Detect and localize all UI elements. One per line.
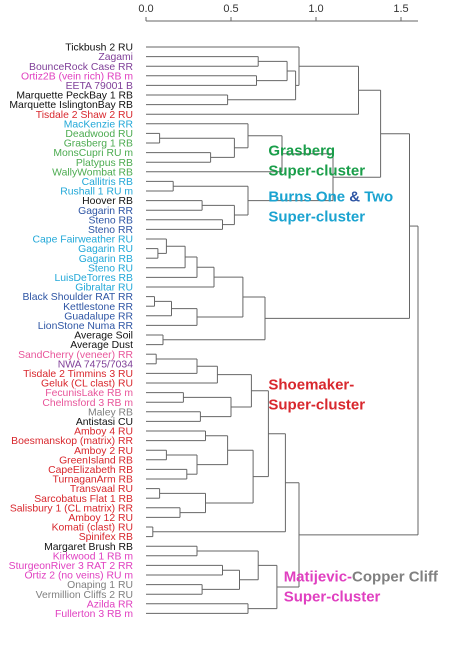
cluster-label-part: & — [349, 189, 364, 206]
x-axis: 0.0 0.5 1.0 1.5 — [138, 3, 418, 22]
cluster-label-part: Two — [364, 189, 393, 206]
x-tick-label: 1.5 — [393, 3, 408, 15]
leaf-label: Guadalupe RR — [64, 311, 133, 322]
cluster-label-part: Copper Cliff — [352, 569, 439, 586]
leaf-label: Amboy 4 RU — [74, 427, 133, 438]
leaf-label: Maley RB — [88, 407, 133, 418]
leaf-label: Salisbury 1 (CL matrix) RR — [10, 503, 134, 514]
leaf-label: Ortiz 2 (no veins) RU m — [24, 571, 133, 582]
leaf-label: Komati (clast) RU — [52, 523, 133, 534]
cluster-label-part: Burns One — [268, 189, 349, 206]
cluster-label-part: Super-cluster — [268, 397, 365, 414]
x-tick-label: 0.5 — [223, 3, 238, 15]
leaf-label: Gagarin RU — [78, 244, 133, 255]
leaf-label: Gagarin RR — [78, 206, 133, 217]
cluster-label-part: Super-cluster — [268, 162, 365, 179]
cluster-label-part: Grasberg — [268, 142, 335, 159]
cluster-label-part: Shoemaker- — [268, 377, 354, 394]
leaf-label: Vermillion Cliffs 2 RU — [36, 590, 133, 601]
leaf-label: BounceRock Case RR — [29, 62, 133, 73]
leaf-label: Hoover RB — [82, 196, 133, 207]
leaf-label: LionStone Numa RR — [38, 321, 134, 332]
leaf-label: LuisDeTorres RB — [54, 273, 133, 284]
leaf-label: Steno RB — [89, 215, 134, 226]
leaf-label: TurnaganArm RB — [53, 475, 134, 486]
leaf-label: Platypus RB — [76, 158, 133, 169]
cluster-label: Super-cluster — [284, 589, 381, 606]
leaf-label: Tickbush 2 RU — [65, 43, 133, 54]
leaf-label: Azilda RR — [87, 599, 134, 610]
cluster-label: Super-cluster — [268, 209, 365, 226]
cluster-label: Super-cluster — [268, 162, 365, 179]
leaf-label: Antistasi CU — [76, 417, 133, 428]
leaf-label: Average Dust — [70, 340, 133, 351]
x-tick-label: 1.0 — [308, 3, 323, 15]
leaf-label: MacKenzie RR — [64, 119, 134, 130]
leaf-label: Sarcobatus Flat 1 RB — [34, 494, 133, 505]
cluster-label: Shoemaker- — [268, 377, 354, 394]
leaf-label: MonsCupri RU m — [53, 148, 133, 159]
dendrogram-branches — [146, 46, 419, 614]
leaf-label: Kirkwood 1 RB m — [53, 551, 133, 562]
leaf-label: Black Shoulder RAT RR — [23, 292, 134, 303]
leaf-label: FecunisLake RB m — [45, 388, 133, 399]
leaf-label: Chelmsford 3 RB m — [42, 398, 133, 409]
leaf-label: Ortiz2B (vein rich) RB m — [21, 71, 133, 82]
cluster-label: Burns One & Two — [268, 189, 393, 206]
leaf-label: Boesmanskop (matrix) RR — [11, 436, 133, 447]
leaf-label: Steno RU — [88, 263, 133, 274]
leaf-label: Amboy 12 RU — [68, 513, 133, 524]
leaf-label: Tisdale 2 Shaw 2 RU — [36, 110, 133, 121]
leaf-label: GreenIsland RB — [59, 455, 133, 466]
leaf-label: SturgeonRiver 3 RAT 2 RR — [9, 561, 134, 572]
leaf-label: Kettlestone RR — [63, 302, 133, 313]
leaf-label: Zagami — [98, 52, 133, 63]
leaf-label: Geluk (CL clast) RU — [41, 379, 133, 390]
x-tick-label: 0.0 — [138, 3, 153, 15]
leaf-label: Steno RR — [88, 225, 134, 236]
cluster-label: Matijevic-Copper Cliff — [284, 569, 439, 586]
leaf-label: Transvaal RU — [70, 484, 133, 495]
leaf-label: WallyWombat RB — [52, 167, 133, 178]
leaf-label: Tisdale 2 Timmins 3 RU — [23, 369, 133, 380]
leaf-label: Rushall 1 RU m — [60, 187, 133, 198]
leaf-label: Spinifex RB — [79, 532, 133, 543]
cluster-label-part: Super-cluster — [268, 209, 365, 226]
cluster-label: Super-cluster — [268, 397, 365, 414]
leaf-label: CapeElizabeth RB — [48, 465, 133, 476]
leaf-label: Callitris RB — [82, 177, 133, 188]
leaf-label: Marquette IslingtonBay RB — [9, 100, 133, 111]
cluster-label-part: Super-cluster — [284, 589, 381, 606]
leaf-label: Cape Fairweather RU — [33, 235, 133, 246]
leaf-label: Deadwood RU — [65, 129, 133, 140]
leaf-label: Onaping 1 RU — [67, 580, 133, 591]
leaf-label: Average Soil — [74, 331, 133, 342]
cluster-annotations: Grasberg Super-cluster Burns One & Two Supe… — [268, 142, 438, 605]
leaf-label: Grasberg 1 RB — [64, 139, 133, 150]
cluster-label: Grasberg — [268, 142, 335, 159]
leaf-label: Margaret Brush RB — [44, 542, 133, 553]
leaf-label: SandCherry (veneer) RR — [18, 350, 133, 361]
leaf-label: NWA 7475/7034 — [58, 359, 134, 370]
leaf-label: Gibraltar RU — [75, 283, 133, 294]
leaf-label: EETA 79001 B — [66, 81, 133, 92]
leaf-label: Amboy 2 RU — [74, 446, 133, 457]
leaf-label: Fullerton 3 RB m — [55, 609, 133, 620]
leaf-label: Marquette PeckBay 1 RB — [16, 91, 133, 102]
cluster-label-part: Matijevic- — [284, 569, 352, 586]
leaf-label: Gagarin RB — [79, 254, 133, 265]
